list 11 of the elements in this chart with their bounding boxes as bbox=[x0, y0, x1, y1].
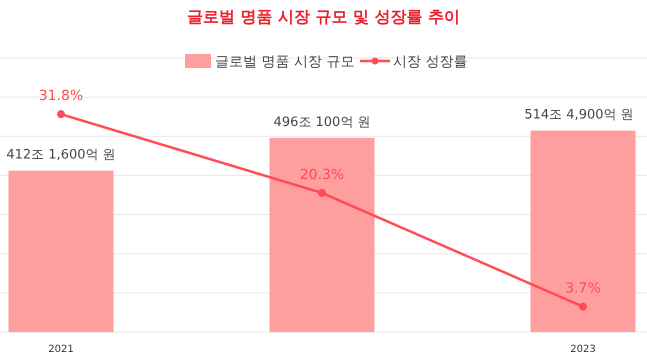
data-label: 496조 100억 원 bbox=[274, 114, 370, 130]
data-label: 514조 4,900억 원 bbox=[524, 108, 634, 123]
data-label: 31.8% bbox=[38, 88, 84, 104]
x-tick-label: 2021 bbox=[48, 344, 74, 355]
data-label: 412조 1,600억 원 bbox=[6, 148, 116, 163]
x-tick-label: 2023 bbox=[570, 344, 596, 355]
legend-label: 시장 성장률 bbox=[393, 54, 468, 70]
legend-label: 글로벌 명품 시장 규모 bbox=[215, 54, 354, 70]
data-label: 20.3% bbox=[300, 166, 344, 183]
data-label: 3.7% bbox=[565, 280, 601, 297]
chart-title: 글로벌 명품 시장 규모 및 성장률 추이 bbox=[186, 7, 460, 26]
